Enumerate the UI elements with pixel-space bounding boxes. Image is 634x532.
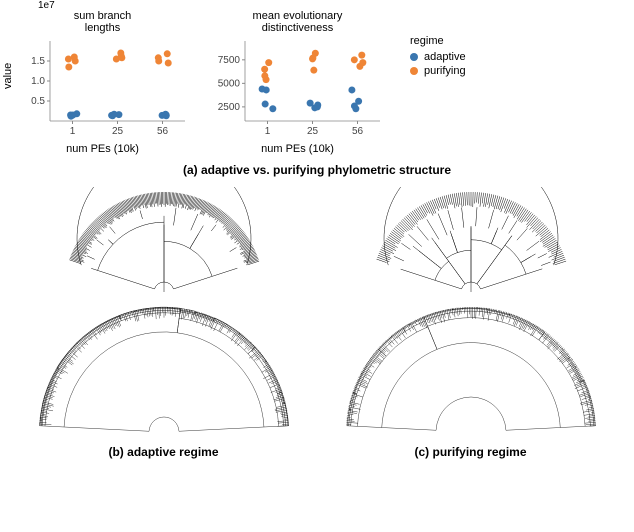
- caption-c-text: (c) purifying regime: [414, 445, 526, 459]
- svg-text:56: 56: [352, 126, 364, 137]
- svg-text:56: 56: [157, 126, 169, 137]
- svg-text:7500: 7500: [218, 55, 241, 66]
- caption-a: (a) adaptive vs. purifying phylometric s…: [10, 163, 624, 177]
- svg-text:1.5: 1.5: [31, 56, 45, 67]
- top-charts-row: 1e7 sum branchlengths value 0.51.01.5125…: [10, 10, 624, 155]
- svg-text:25: 25: [307, 126, 319, 137]
- legend-item-adaptive: adaptive: [410, 51, 466, 63]
- chart2-xlabel: num PEs (10k): [205, 143, 390, 155]
- legend-label-purifying: purifying: [424, 65, 466, 77]
- tree-adaptive-top: [34, 187, 294, 297]
- legend-label-adaptive: adaptive: [424, 51, 466, 63]
- svg-text:1.0: 1.0: [31, 76, 45, 87]
- tree-adaptive-bottom: [34, 297, 294, 437]
- chart1-xlabel: num PEs (10k): [10, 143, 195, 155]
- chart1-title: sum branchlengths: [10, 10, 195, 34]
- figure-container: 1e7 sum branchlengths value 0.51.01.5125…: [10, 10, 624, 459]
- chart1-yscale: 1e7: [38, 0, 55, 11]
- legend-dot-adaptive: [410, 53, 418, 61]
- caption-b-text: (b) adaptive regime: [108, 445, 218, 459]
- chart1-ylabel: value: [2, 62, 14, 88]
- tree-purifying-bottom: [341, 297, 601, 437]
- chart2-title: mean evolutionarydistinctiveness: [205, 10, 390, 34]
- tree-purifying-top: [341, 187, 601, 297]
- trees-row: (b) adaptive regime (c) purifying regime: [10, 187, 624, 459]
- svg-text:1: 1: [265, 126, 271, 137]
- legend-item-purifying: purifying: [410, 65, 466, 77]
- svg-text:5000: 5000: [218, 78, 241, 89]
- chart-pair: 1e7 sum branchlengths value 0.51.01.5125…: [10, 10, 390, 155]
- caption-b: (b) adaptive regime: [108, 445, 218, 459]
- svg-text:1: 1: [70, 126, 76, 137]
- chart2-plot: 2500 5000 7500 1 25 56: [205, 36, 390, 141]
- caption-c: (c) purifying regime: [414, 445, 526, 459]
- legend-dot-purifying: [410, 67, 418, 75]
- caption-a-text: (a) adaptive vs. purifying phylometric s…: [183, 163, 451, 177]
- legend-title: regime: [410, 35, 466, 47]
- chart1-plot: 0.5 1.0 1.5 1 25 56: [10, 36, 195, 141]
- chart-mean-evolutionary-distinctiveness: mean evolutionarydistinctiveness 2500 500…: [205, 10, 390, 155]
- legend: regime adaptive purifying: [410, 35, 466, 79]
- svg-text:25: 25: [112, 126, 124, 137]
- tree-col-adaptive: (b) adaptive regime: [24, 187, 304, 459]
- tree-col-purifying: (c) purifying regime: [331, 187, 611, 459]
- chart-sum-branch-lengths: 1e7 sum branchlengths value 0.51.01.5125…: [10, 10, 195, 155]
- svg-text:2500: 2500: [218, 102, 241, 113]
- svg-text:0.5: 0.5: [31, 96, 45, 107]
